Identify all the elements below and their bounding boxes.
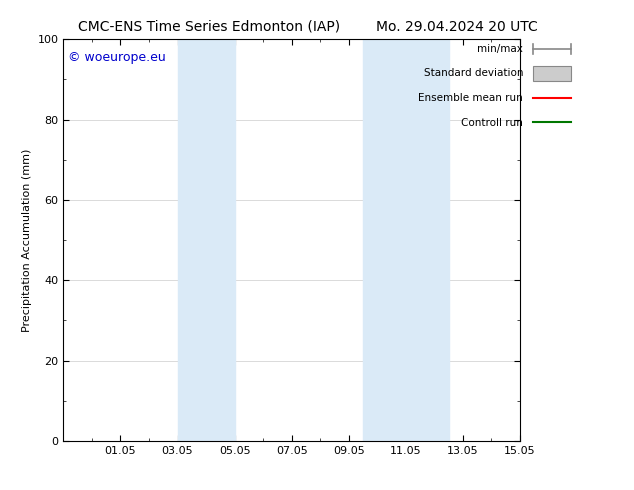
Text: Ensemble mean run: Ensemble mean run [418, 93, 523, 103]
Text: CMC-ENS Time Series Edmonton (IAP): CMC-ENS Time Series Edmonton (IAP) [78, 20, 340, 34]
Bar [391, 39, 449, 441]
Bar [206, 39, 235, 441]
Y-axis label: Precipitation Accumulation (mm): Precipitation Accumulation (mm) [22, 148, 32, 332]
Text: Controll run: Controll run [461, 118, 523, 127]
Bar [363, 39, 391, 441]
Text: © woeurope.eu: © woeurope.eu [68, 51, 165, 64]
Bar [178, 39, 206, 441]
Text: Mo. 29.04.2024 20 UTC: Mo. 29.04.2024 20 UTC [375, 20, 538, 34]
Text: Standard deviation: Standard deviation [424, 69, 523, 78]
Text: min/max: min/max [477, 44, 523, 54]
